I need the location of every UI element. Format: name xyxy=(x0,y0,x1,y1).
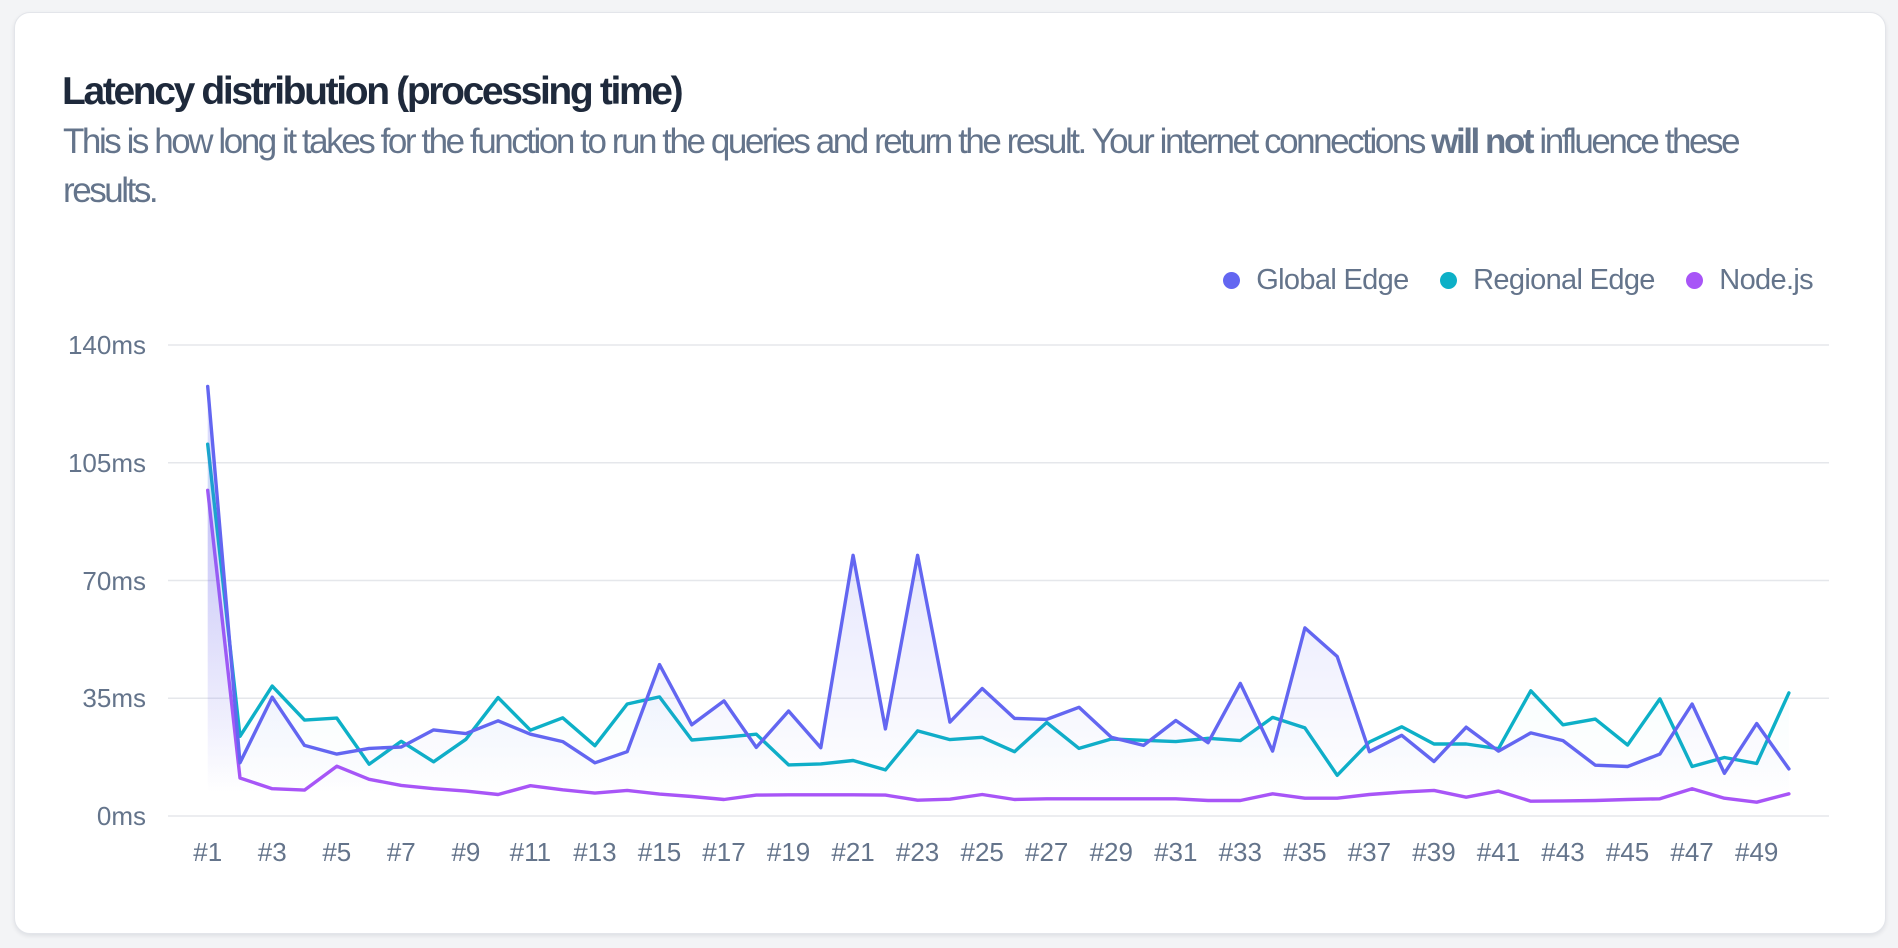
svg-text:#45: #45 xyxy=(1606,837,1649,867)
svg-text:#41: #41 xyxy=(1477,837,1520,867)
svg-text:#17: #17 xyxy=(702,837,745,867)
svg-text:#47: #47 xyxy=(1670,837,1713,867)
svg-text:#35: #35 xyxy=(1283,837,1326,867)
svg-text:70ms: 70ms xyxy=(82,566,146,596)
svg-text:#25: #25 xyxy=(961,837,1004,867)
svg-text:#15: #15 xyxy=(638,837,681,867)
svg-text:#1: #1 xyxy=(193,837,222,867)
svg-text:#11: #11 xyxy=(510,837,551,867)
svg-text:#31: #31 xyxy=(1154,837,1197,867)
svg-text:105ms: 105ms xyxy=(68,448,146,478)
svg-text:#43: #43 xyxy=(1541,837,1584,867)
svg-text:#49: #49 xyxy=(1735,837,1778,867)
svg-text:#9: #9 xyxy=(451,837,480,867)
svg-text:35ms: 35ms xyxy=(82,683,146,713)
svg-text:140ms: 140ms xyxy=(68,330,146,360)
svg-text:#5: #5 xyxy=(322,837,351,867)
svg-text:#29: #29 xyxy=(1090,837,1133,867)
svg-text:#3: #3 xyxy=(258,837,287,867)
svg-text:#13: #13 xyxy=(573,837,616,867)
svg-text:#27: #27 xyxy=(1025,837,1068,867)
svg-text:#23: #23 xyxy=(896,837,939,867)
svg-text:#33: #33 xyxy=(1219,837,1262,867)
svg-text:#39: #39 xyxy=(1412,837,1455,867)
svg-text:#37: #37 xyxy=(1348,837,1391,867)
svg-text:#7: #7 xyxy=(387,837,416,867)
svg-text:0ms: 0ms xyxy=(97,801,146,831)
svg-text:#19: #19 xyxy=(767,837,810,867)
svg-text:#21: #21 xyxy=(831,837,874,867)
